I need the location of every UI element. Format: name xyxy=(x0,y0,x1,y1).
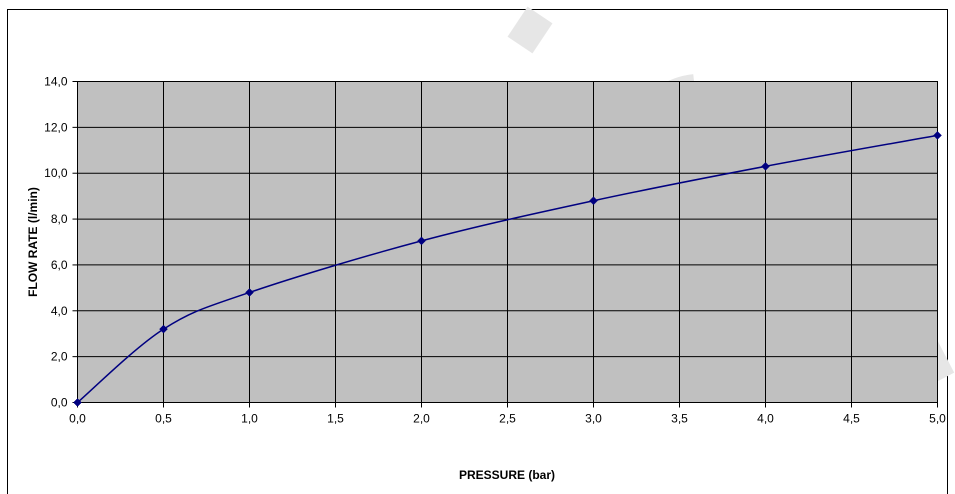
marker-layer xyxy=(73,131,942,407)
y-tick-label: 8,0 xyxy=(51,212,68,226)
x-tick-label: 2,0 xyxy=(413,412,430,426)
y-tick-label: 10,0 xyxy=(44,166,68,180)
x-tick-label: 2,5 xyxy=(499,412,516,426)
x-tick-label: 4,0 xyxy=(757,412,774,426)
data-point-marker xyxy=(761,161,770,171)
y-tick-label: 2,0 xyxy=(51,350,68,364)
data-point-marker xyxy=(159,324,168,334)
y-tick-label: 0,0 xyxy=(51,396,68,410)
data-point-marker xyxy=(245,288,254,297)
y-tick-label: 14,0 xyxy=(44,75,68,89)
y-axis-title: FLOW RATE (l/min) xyxy=(26,187,40,297)
grid-layer xyxy=(77,81,938,403)
x-tick-label: 1,0 xyxy=(241,412,258,426)
x-tick-label: 0,5 xyxy=(155,412,172,426)
x-tick-label: 3,0 xyxy=(585,412,602,426)
tick-layer: 0,0 0,5 1,0 1,5 2,0 2,5 3,0 3,5 4,0 4,5 5,0 0,0 2,0 4… xyxy=(44,75,946,426)
watermark-stroke xyxy=(507,6,553,54)
chart-border xyxy=(7,9,948,494)
data-point-marker xyxy=(417,236,426,246)
y-tick-label: 12,0 xyxy=(44,120,68,134)
data-point-marker xyxy=(73,398,82,407)
y-tick-label: 4,0 xyxy=(51,304,68,318)
data-point-marker xyxy=(933,131,942,140)
x-tick-label: 0,0 xyxy=(69,412,86,426)
x-tick-label: 4,5 xyxy=(843,412,860,426)
x-axis-title: PRESSURE (bar) xyxy=(459,468,555,482)
data-point-marker xyxy=(589,196,598,206)
x-tick-label: 5,0 xyxy=(929,412,946,426)
y-tick-label: 6,0 xyxy=(51,258,68,272)
x-tick-label: 3,5 xyxy=(671,412,688,426)
x-tick-label: 1,5 xyxy=(327,412,344,426)
